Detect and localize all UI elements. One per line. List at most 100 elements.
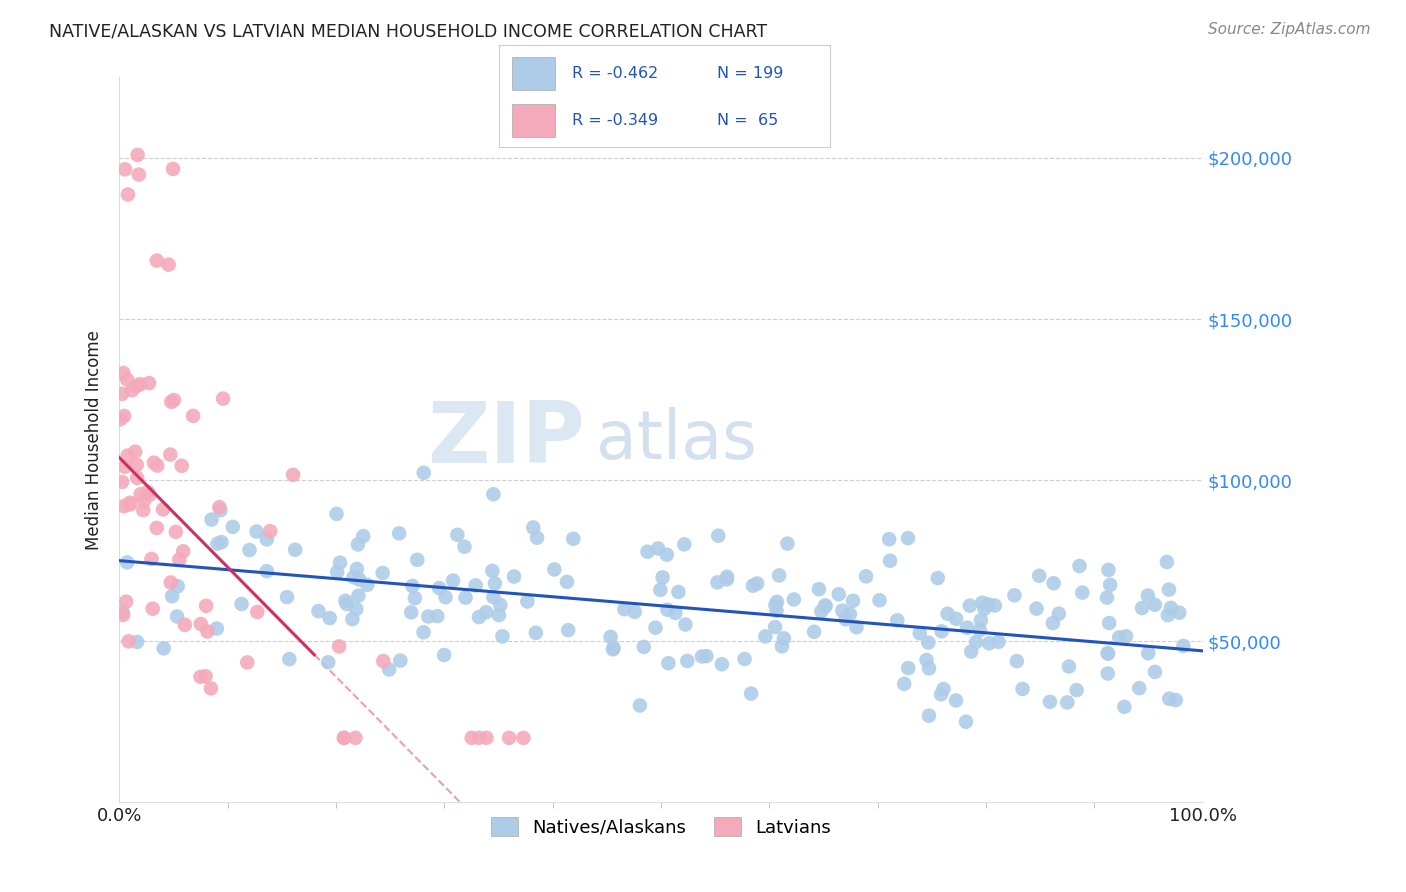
- Point: [498, 731, 520, 745]
- Point: [664, 606, 686, 620]
- Point: [897, 531, 920, 545]
- Point: [108, 412, 131, 426]
- Point: [710, 657, 733, 672]
- Point: [146, 253, 169, 268]
- Point: [117, 187, 139, 202]
- Point: [307, 604, 329, 618]
- Point: [344, 731, 367, 745]
- Point: [325, 507, 347, 521]
- Text: Source: ZipAtlas.com: Source: ZipAtlas.com: [1208, 22, 1371, 37]
- Point: [111, 387, 134, 401]
- Point: [460, 731, 482, 745]
- Point: [1005, 654, 1028, 668]
- Point: [927, 571, 949, 585]
- Point: [373, 654, 395, 668]
- Point: [984, 599, 1007, 613]
- Point: [807, 582, 830, 597]
- Point: [347, 537, 370, 551]
- Point: [879, 554, 901, 568]
- Point: [555, 574, 578, 589]
- Point: [489, 598, 512, 612]
- Point: [742, 579, 765, 593]
- Point: [401, 579, 423, 593]
- Point: [814, 599, 837, 614]
- Point: [1047, 607, 1070, 621]
- Point: [562, 532, 585, 546]
- Point: [335, 594, 357, 608]
- Point: [433, 648, 456, 662]
- Point: [142, 456, 165, 470]
- Point: [814, 599, 837, 613]
- Point: [138, 488, 160, 502]
- Point: [162, 161, 184, 176]
- Point: [132, 503, 155, 517]
- Point: [159, 575, 181, 590]
- Point: [124, 444, 146, 458]
- Point: [159, 448, 181, 462]
- Point: [146, 521, 169, 535]
- Point: [284, 542, 307, 557]
- Point: [194, 669, 217, 683]
- Point: [765, 598, 787, 612]
- Point: [1097, 563, 1119, 577]
- Point: [1157, 582, 1180, 597]
- Point: [945, 612, 967, 626]
- Point: [1095, 591, 1118, 605]
- Point: [166, 609, 188, 624]
- Point: [987, 635, 1010, 649]
- Point: [1168, 606, 1191, 620]
- Point: [276, 590, 298, 604]
- Point: [1098, 615, 1121, 630]
- Point: [1066, 683, 1088, 698]
- Point: [716, 573, 738, 587]
- Point: [599, 630, 621, 644]
- Point: [637, 545, 659, 559]
- Point: [770, 640, 793, 654]
- Point: [371, 566, 394, 580]
- Point: [352, 529, 374, 543]
- Point: [125, 379, 148, 393]
- Point: [623, 605, 645, 619]
- Point: [673, 617, 696, 632]
- Point: [484, 576, 506, 591]
- Point: [956, 621, 979, 635]
- Text: R = -0.462: R = -0.462: [572, 66, 658, 81]
- Point: [205, 622, 228, 636]
- Point: [834, 612, 856, 626]
- Point: [165, 524, 187, 539]
- Point: [172, 544, 194, 558]
- Point: [908, 626, 931, 640]
- Point: [1069, 559, 1091, 574]
- Point: [208, 500, 231, 515]
- Point: [163, 392, 186, 407]
- Point: [716, 570, 738, 584]
- Point: [349, 573, 371, 587]
- Point: [877, 532, 900, 546]
- Point: [454, 591, 477, 605]
- Point: [482, 487, 505, 501]
- Point: [441, 574, 464, 588]
- Point: [146, 458, 169, 473]
- Point: [644, 621, 666, 635]
- Point: [855, 569, 877, 583]
- Point: [342, 570, 364, 584]
- Point: [783, 592, 806, 607]
- Point: [650, 582, 672, 597]
- Point: [278, 652, 301, 666]
- Point: [117, 449, 139, 463]
- Point: [613, 602, 636, 616]
- Point: [915, 653, 938, 667]
- Point: [212, 392, 235, 406]
- Point: [828, 587, 851, 601]
- Point: [845, 620, 868, 634]
- Point: [1097, 647, 1119, 661]
- Point: [404, 591, 426, 606]
- Point: [197, 624, 219, 639]
- Point: [651, 570, 673, 584]
- Point: [977, 636, 1000, 650]
- Point: [1130, 601, 1153, 615]
- Point: [839, 607, 862, 621]
- Point: [488, 608, 510, 623]
- Point: [316, 655, 339, 669]
- Point: [893, 677, 915, 691]
